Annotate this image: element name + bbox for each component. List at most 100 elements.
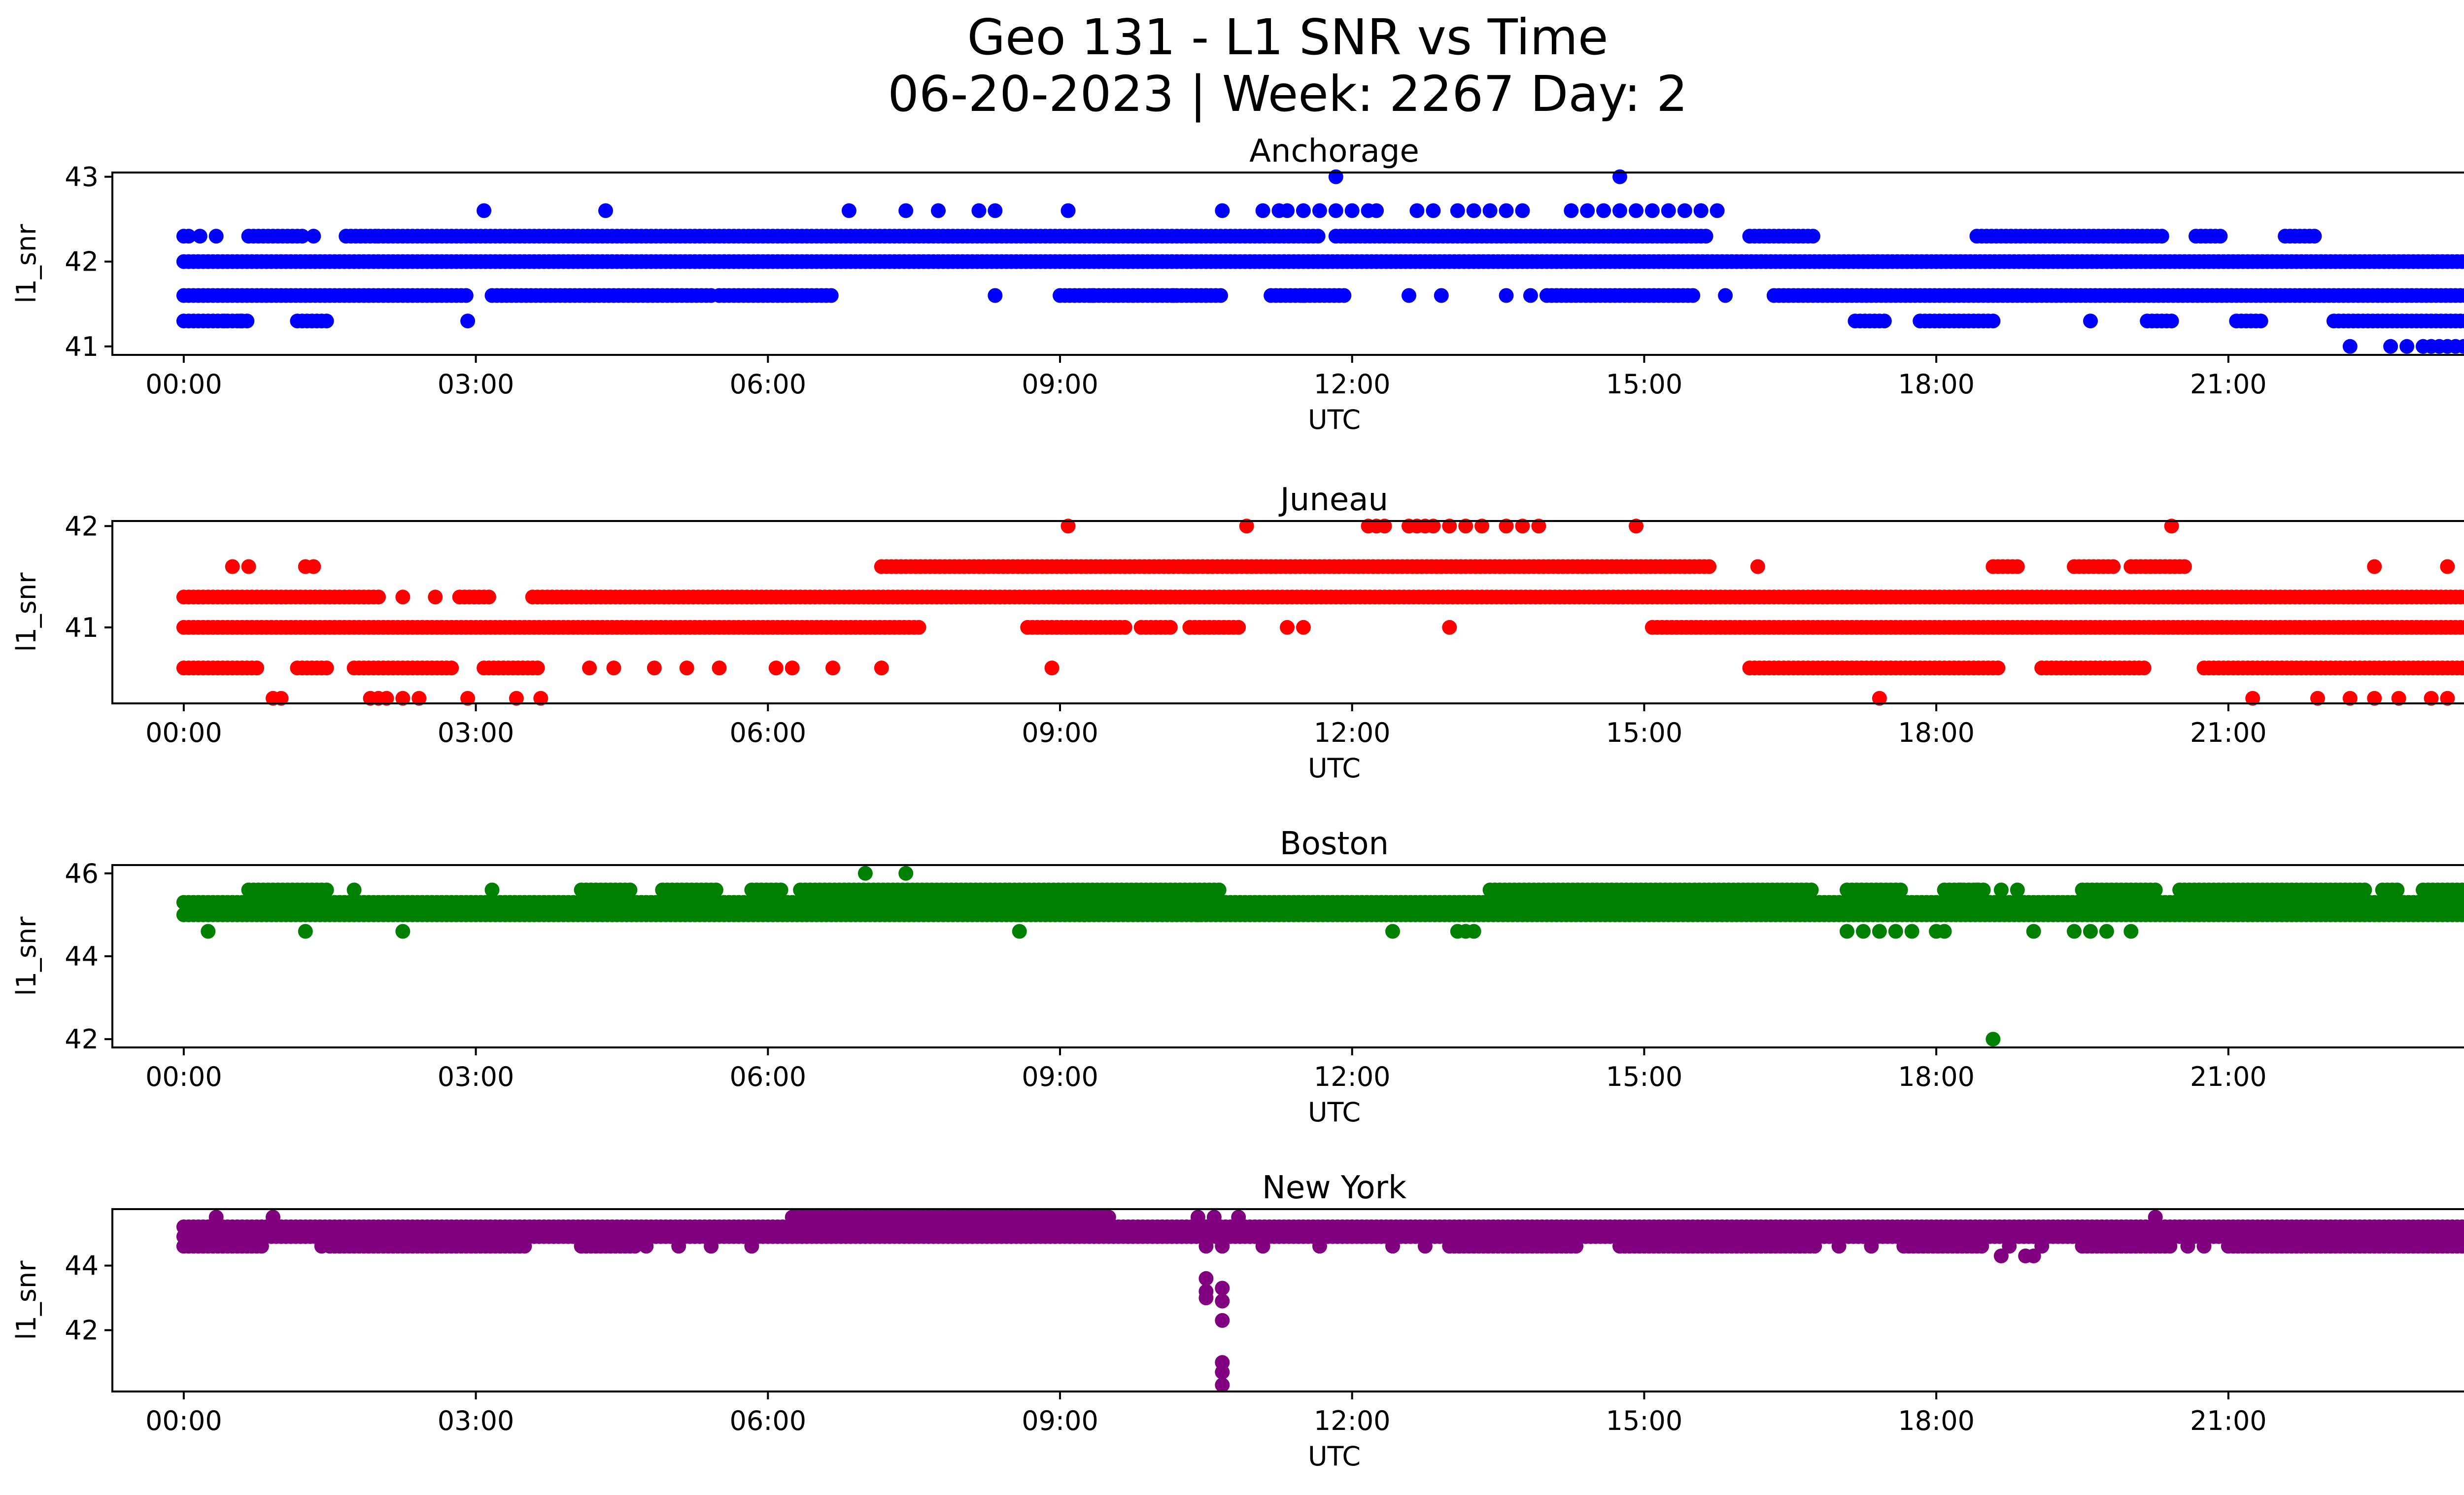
data-point: [395, 924, 411, 939]
data-point: [971, 203, 987, 218]
data-point: [225, 559, 240, 574]
data-point: [2026, 924, 2041, 939]
subplot-title: Anchorage: [1249, 133, 1419, 170]
x-tick-label: 09:00: [1022, 1061, 1098, 1092]
data-point: [1693, 203, 1709, 218]
data-point: [298, 924, 313, 939]
data-point: [1904, 924, 1919, 939]
y-tick-label: 42: [65, 511, 99, 542]
y-tick-label: 41: [65, 331, 99, 362]
x-tick-label: 15:00: [1606, 717, 1683, 748]
data-point: [1442, 620, 1457, 635]
data-point: [444, 661, 459, 676]
data-point: [1211, 882, 1227, 898]
data-point: [1661, 203, 1676, 218]
data-point: [460, 313, 476, 329]
x-tick-label: 21:00: [2190, 1061, 2267, 1092]
data-point: [1985, 1032, 2001, 1047]
data-point: [1163, 620, 1178, 635]
data-point: [217, 313, 232, 329]
data-point: [1336, 288, 1352, 303]
data-point: [2177, 559, 2192, 574]
data-point: [1434, 288, 1449, 303]
x-tick-label: 00:00: [145, 717, 222, 748]
data-point: [2164, 313, 2179, 329]
data-point: [1677, 203, 1692, 218]
data-point: [2106, 559, 2121, 574]
data-point: [1312, 203, 1327, 218]
x-tick-label: 06:00: [729, 1061, 806, 1092]
x-tick-label: 03:00: [438, 369, 514, 400]
data-point: [911, 620, 926, 635]
data-point: [1702, 559, 1717, 574]
data-point: [1840, 924, 1854, 939]
x-tick-label: 12:00: [1314, 717, 1391, 748]
x-tick-label: 09:00: [1022, 369, 1098, 400]
data-point: [249, 661, 265, 676]
x-tick-label: 18:00: [1898, 717, 1975, 748]
data-point: [708, 882, 723, 898]
y-axis-label: l1_snr: [11, 916, 42, 996]
data-point: [2099, 924, 2114, 939]
data-point: [1466, 203, 1481, 218]
x-tick-label: 00:00: [145, 1061, 222, 1092]
data-point: [2383, 339, 2398, 354]
data-point: [2463, 623, 2464, 632]
data-point: [712, 661, 727, 676]
data-point: [2148, 882, 2163, 898]
data-point: [1804, 882, 1819, 898]
data-point: [841, 203, 856, 218]
data-point: [1629, 203, 1643, 218]
data-point: [319, 313, 334, 329]
data-point: [1369, 203, 1384, 218]
data-point: [1953, 882, 1968, 898]
data-point: [1990, 661, 2006, 676]
data-point: [1750, 559, 1765, 574]
data-point: [1937, 924, 1952, 939]
data-point: [2399, 339, 2415, 354]
data-point: [1718, 288, 1733, 303]
data-point: [2010, 882, 2025, 898]
data-point: [1482, 203, 1498, 218]
data-point: [1710, 203, 1725, 218]
data-point: [1893, 882, 1908, 898]
x-axis-label: UTC: [1308, 1097, 1361, 1128]
data-point: [679, 661, 694, 676]
data-point: [1564, 203, 1579, 218]
data-point: [898, 203, 914, 218]
subplot-title: Boston: [1280, 826, 1389, 862]
data-point: [1296, 203, 1311, 218]
data-point: [1077, 907, 1092, 922]
data-point: [2456, 339, 2464, 354]
data-point: [181, 229, 196, 244]
data-point: [1402, 288, 1416, 303]
data-point: [481, 590, 496, 605]
data-point: [988, 288, 1003, 303]
x-tick-label: 03:00: [438, 1061, 514, 1092]
data-point: [773, 882, 788, 898]
data-point: [1012, 907, 1027, 922]
x-tick-label: 18:00: [1898, 369, 1975, 400]
data-point: [1499, 203, 1514, 218]
data-point: [241, 559, 256, 574]
x-tick-label: 06:00: [729, 369, 806, 400]
data-point: [785, 661, 800, 676]
data-point: [1877, 313, 1892, 329]
data-point: [1385, 924, 1400, 939]
data-point: [598, 203, 613, 218]
data-point: [825, 661, 840, 676]
data-point: [1596, 203, 1611, 218]
data-point: [319, 882, 334, 898]
data-point: [1085, 288, 1100, 303]
data-point: [647, 661, 662, 676]
data-point: [2459, 254, 2464, 269]
data-point: [530, 661, 545, 676]
x-tick-label: 03:00: [438, 717, 514, 748]
data-point: [1969, 882, 1985, 898]
y-tick-label: 42: [65, 246, 99, 278]
y-tick-label: 42: [65, 1024, 99, 1055]
data-point: [768, 661, 784, 676]
data-points: [176, 169, 2464, 354]
